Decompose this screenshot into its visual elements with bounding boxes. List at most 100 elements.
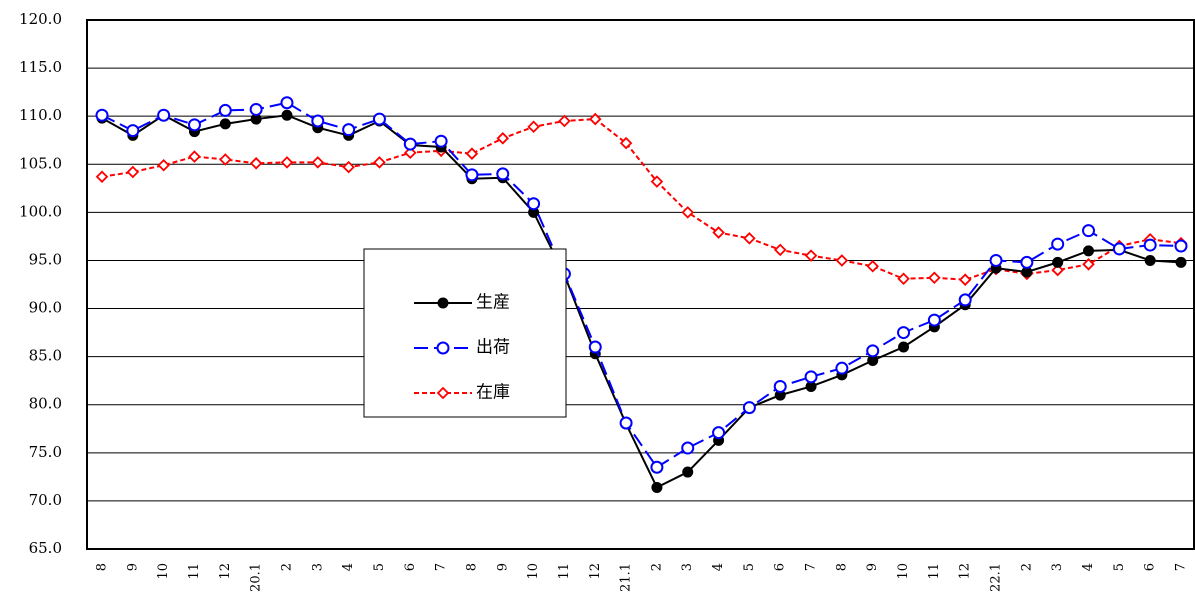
point <box>989 253 1003 267</box>
series-line <box>101 101 1182 469</box>
x-tick-label: 3 <box>310 563 325 571</box>
point <box>1175 256 1187 268</box>
x-tick-label: 4 <box>341 563 356 571</box>
point <box>527 120 540 134</box>
legend-box <box>363 248 567 418</box>
point <box>558 114 571 128</box>
point <box>588 112 602 126</box>
point <box>372 112 386 126</box>
point <box>280 96 294 110</box>
x-tick-label: 12 <box>218 563 233 580</box>
y-tick-label: 90.0 <box>29 299 62 317</box>
point <box>157 158 170 172</box>
x-tick-label: 6 <box>403 563 418 571</box>
y-tick-label: 110.0 <box>19 106 62 124</box>
point <box>651 481 663 493</box>
x-tick-label: 5 <box>742 563 757 571</box>
point <box>281 109 293 121</box>
point <box>342 160 355 174</box>
point <box>218 103 232 117</box>
point <box>650 175 664 188</box>
legend-label: 生産 <box>476 293 510 313</box>
y-tick-label: 70.0 <box>29 491 62 509</box>
point <box>1083 245 1095 257</box>
legend-marker <box>436 386 450 400</box>
x-tick-label: 3 <box>680 563 695 571</box>
point <box>897 326 911 340</box>
point <box>712 226 725 239</box>
x-tick-label: 5 <box>1112 563 1127 571</box>
y-tick-label: 85.0 <box>29 347 62 365</box>
point <box>835 361 849 375</box>
x-tick-label: 11 <box>557 563 572 580</box>
point <box>1082 258 1095 271</box>
point <box>187 118 201 132</box>
point <box>1112 242 1126 256</box>
x-tick-label: 10 <box>896 563 911 580</box>
x-tick-label: 3 <box>1050 563 1065 571</box>
x-tick-label: 8 <box>464 563 479 571</box>
point <box>126 124 140 138</box>
point <box>897 272 910 286</box>
point <box>157 108 171 122</box>
point <box>373 156 386 169</box>
point <box>928 271 941 285</box>
point <box>1051 237 1065 251</box>
series-line <box>101 114 1182 489</box>
y-tick-label: 65.0 <box>29 539 62 557</box>
point <box>835 254 849 267</box>
x-tick-label: 7 <box>804 563 819 571</box>
x-tick-label: 8 <box>95 563 110 571</box>
point <box>1144 254 1156 266</box>
point <box>249 157 263 170</box>
x-tick-label: 4 <box>1081 563 1096 571</box>
y-tick-label: 115.0 <box>19 58 62 76</box>
x-tick-label: 9 <box>865 563 880 571</box>
y-tick-label: 75.0 <box>29 443 62 461</box>
point <box>1082 224 1096 238</box>
point <box>866 259 879 273</box>
point <box>95 108 109 122</box>
point <box>619 136 633 150</box>
point <box>1174 239 1188 253</box>
y-tick-label: 120.0 <box>19 10 62 28</box>
legend-marker <box>436 341 450 355</box>
point <box>1051 263 1064 277</box>
point <box>219 153 232 166</box>
x-tick-label: 22.1 <box>989 563 1004 592</box>
point <box>434 134 448 148</box>
point <box>404 146 417 160</box>
x-tick-label: 12 <box>958 563 973 580</box>
legend-marker <box>437 297 449 309</box>
point <box>403 137 417 151</box>
x-tick-label: 20.1 <box>249 563 264 592</box>
x-tick-label: 11 <box>187 563 202 580</box>
point <box>804 249 818 262</box>
x-tick-label: 11 <box>927 563 942 580</box>
legend-label: 出荷 <box>476 338 510 358</box>
point <box>249 102 263 116</box>
point <box>465 147 479 160</box>
point <box>898 341 910 353</box>
x-tick-label: 6 <box>773 563 788 571</box>
point <box>681 206 695 219</box>
point <box>465 168 479 182</box>
point <box>927 313 941 327</box>
point <box>773 243 787 257</box>
y-tick-label: 80.0 <box>29 395 62 413</box>
point <box>682 466 694 478</box>
point <box>650 460 664 474</box>
x-tick-label: 21.1 <box>619 563 634 592</box>
point <box>712 426 726 440</box>
point <box>311 156 325 169</box>
y-tick-label: 95.0 <box>29 250 62 268</box>
x-tick-label: 10 <box>156 563 171 580</box>
point <box>958 293 972 307</box>
series-line <box>101 118 1182 281</box>
point <box>1020 255 1034 269</box>
point <box>342 123 356 137</box>
point <box>742 401 756 415</box>
point <box>126 165 140 179</box>
point <box>1052 256 1064 268</box>
x-tick-label: 9 <box>495 563 510 571</box>
